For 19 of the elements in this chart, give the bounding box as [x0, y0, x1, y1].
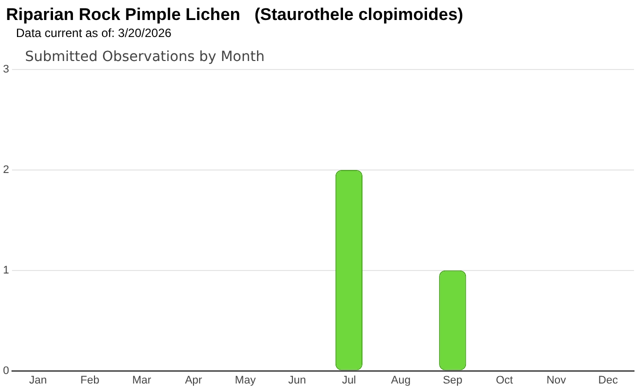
y-tick-label: 1 [2, 264, 10, 276]
x-tick-label: Dec [598, 374, 618, 386]
x-tick-label: Feb [80, 374, 100, 386]
x-tick-label: Jun [288, 374, 306, 386]
chart-subtitle: Data current as of: 3/20/2026 [16, 26, 172, 40]
y-tick-label: 3 [2, 64, 10, 76]
x-tick-label: Mar [132, 374, 152, 386]
x-tick-label: Jul [342, 374, 356, 386]
x-tick-label: Jan [29, 374, 47, 386]
x-tick-label: Apr [184, 374, 202, 386]
x-tick-label: Nov [546, 374, 567, 386]
y-tick-label: 0 [2, 364, 10, 377]
chart-title: Riparian Rock Pimple Lichen (Staurothele clopimoides) [6, 5, 464, 25]
x-tick-label: May [234, 374, 256, 386]
x-tick-label: Oct [496, 374, 514, 386]
text: Submitted Observations by Month [25, 49, 265, 65]
x-tick-label: Sep [442, 374, 462, 386]
y-tick-label: 2 [2, 164, 10, 176]
x-tick-label: Aug [391, 374, 411, 386]
